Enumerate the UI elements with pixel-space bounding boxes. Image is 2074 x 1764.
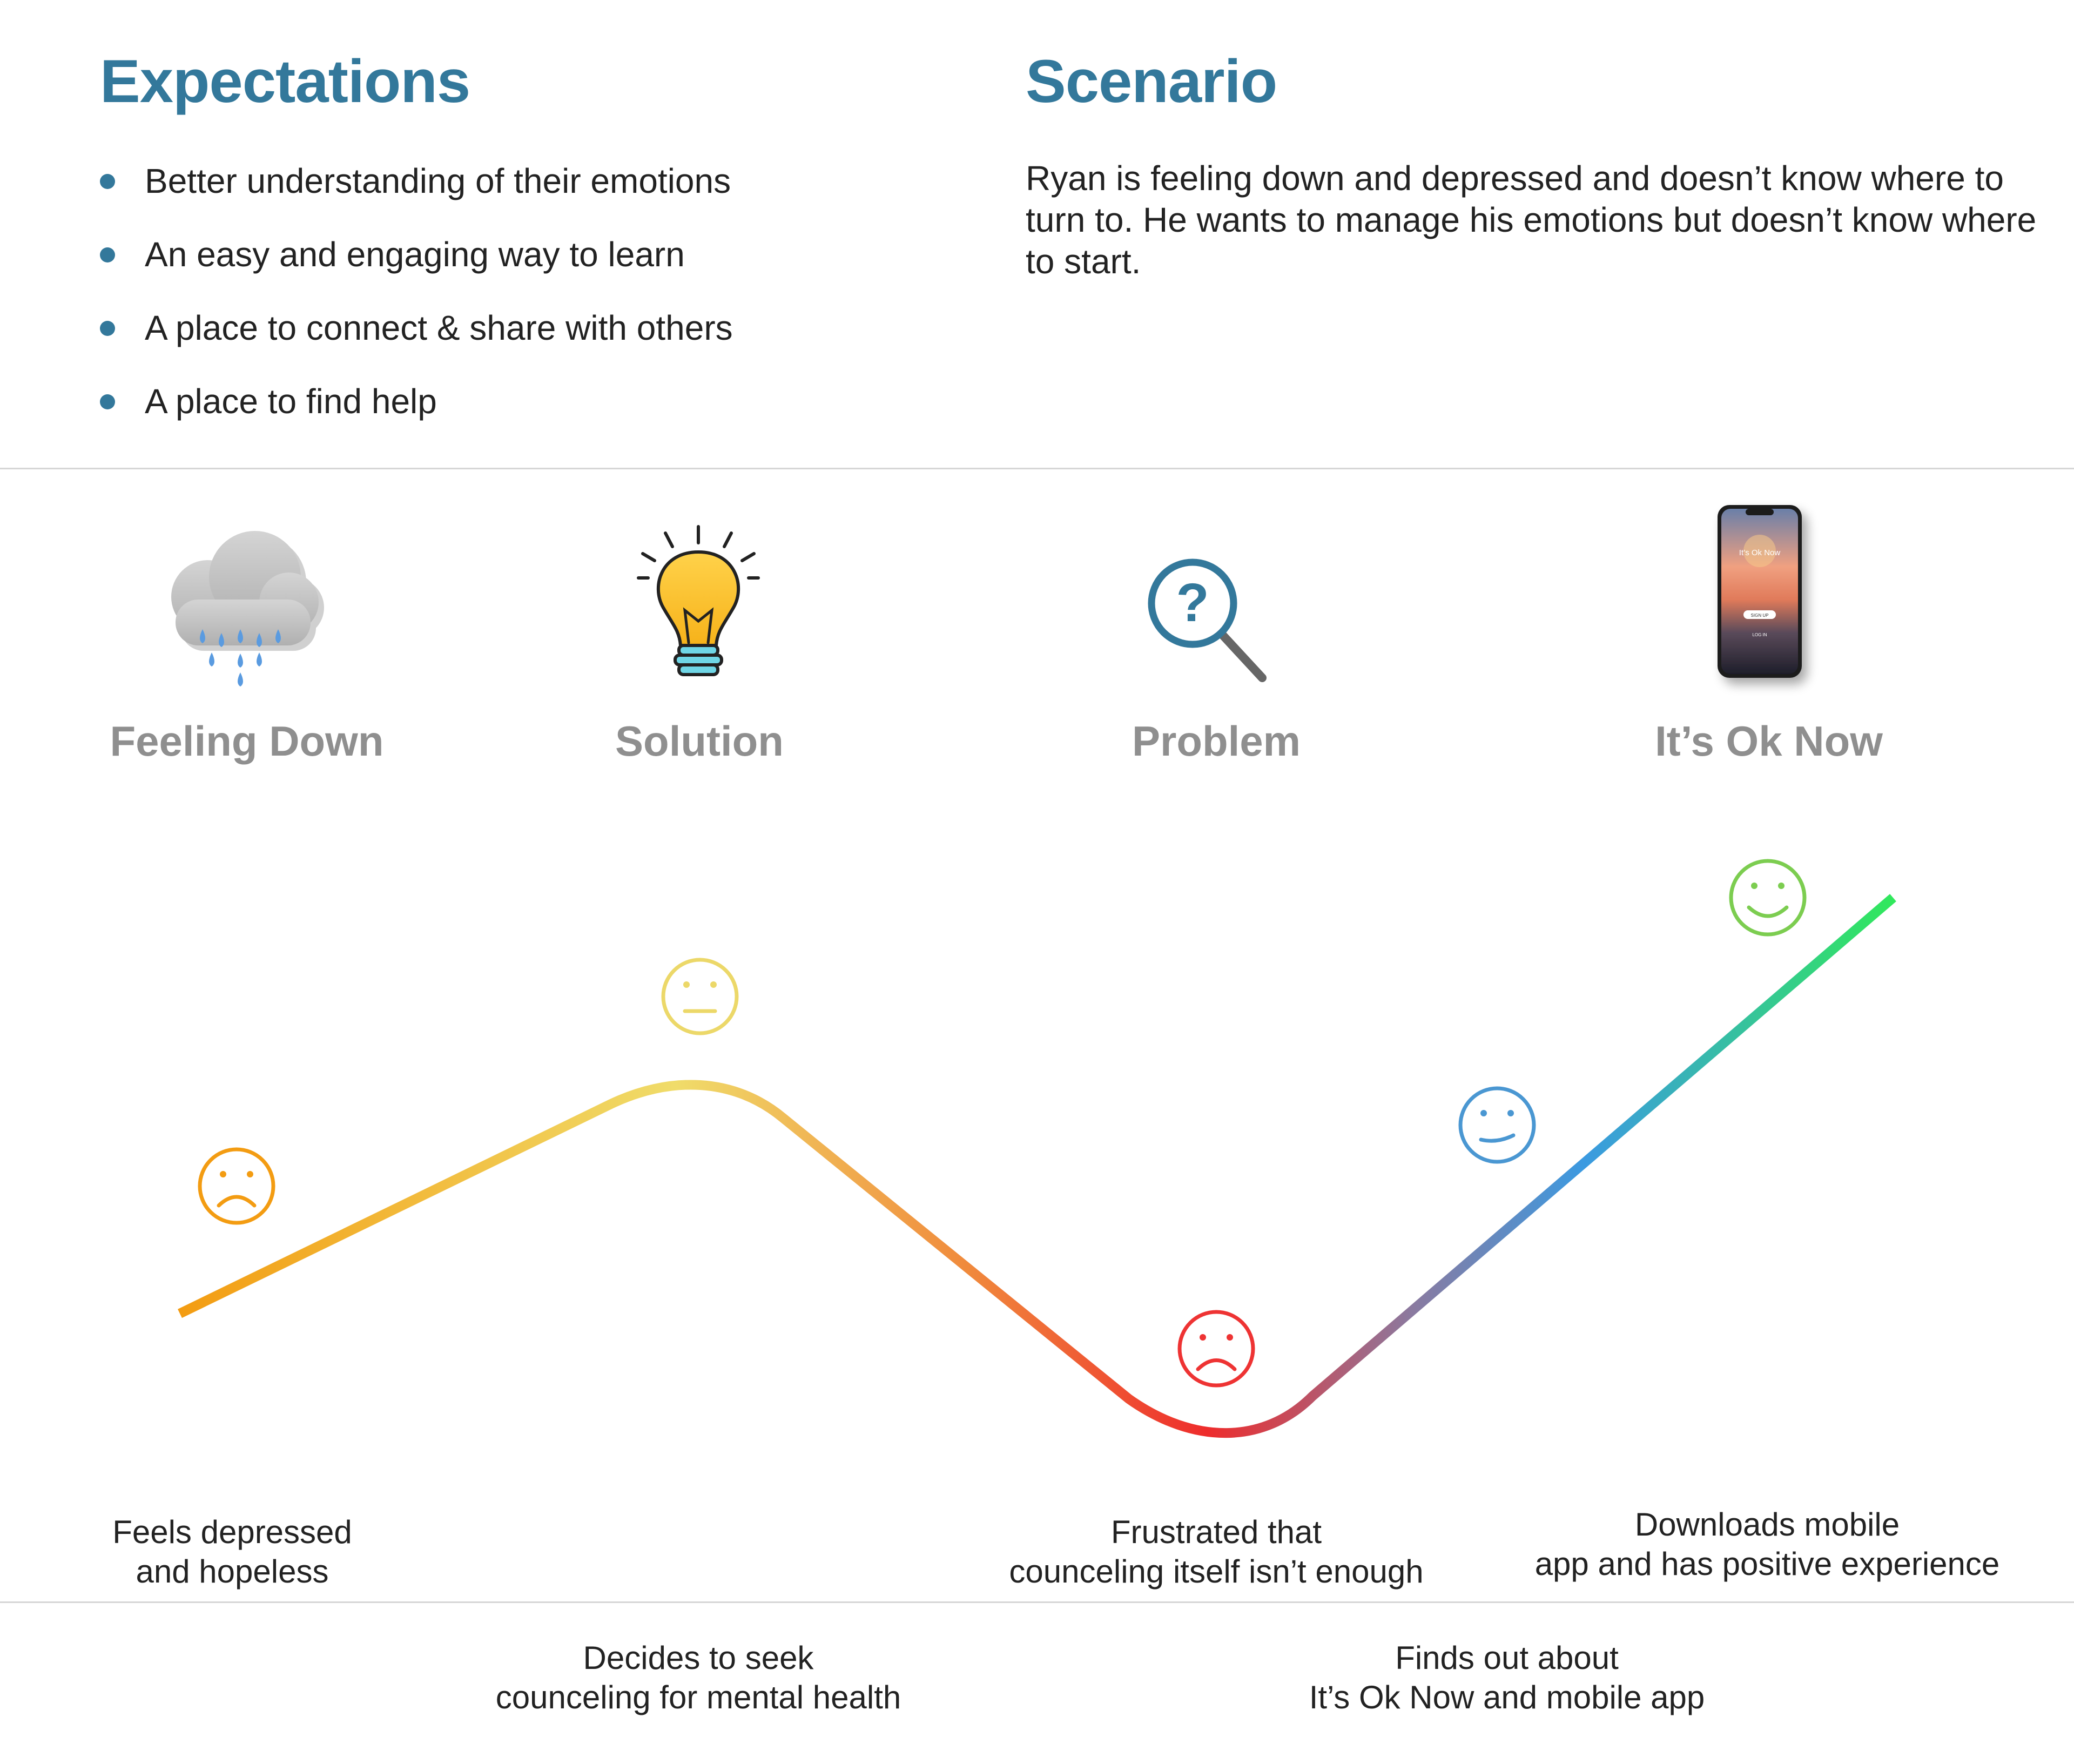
sad-face-icon bbox=[198, 1147, 275, 1225]
expectation-text: Better understanding of their emotions bbox=[145, 161, 731, 200]
stage-label-solution: Solution bbox=[615, 717, 784, 765]
bullet-icon bbox=[100, 174, 115, 189]
bullet-icon bbox=[100, 394, 115, 409]
top-divider bbox=[0, 468, 2074, 469]
scenario-title: Scenario bbox=[1026, 48, 1277, 115]
happy-face-icon bbox=[1729, 859, 1807, 937]
phone-login-link: LOG IN bbox=[1752, 632, 1767, 637]
caption-finds-out: Finds out about It’s Ok Now and mobile a… bbox=[1309, 1640, 1705, 1715]
bullet-icon bbox=[100, 247, 115, 262]
expectations-title: Expectations bbox=[100, 48, 470, 115]
slight-smile-face-icon bbox=[1458, 1086, 1536, 1164]
journey-curve bbox=[178, 894, 1896, 1438]
expectation-item: A place to find help bbox=[100, 377, 733, 450]
expectation-text: A place to connect & share with others bbox=[145, 308, 733, 347]
magnifier-question-icon: ? bbox=[1148, 558, 1267, 682]
svg-text:?: ? bbox=[1176, 573, 1209, 633]
stage-label-problem: Problem bbox=[1132, 717, 1301, 765]
phone-signup-button: SIGN UP bbox=[1751, 613, 1769, 618]
scenario-text: Ryan is feeling down and depressed and d… bbox=[1026, 159, 2037, 281]
neutral-face-icon bbox=[661, 958, 739, 1035]
caption-decides-to-seek: Decides to seek counceling for mental he… bbox=[495, 1640, 901, 1715]
expectation-item: Better understanding of their emotions bbox=[100, 157, 733, 230]
expectation-text: An easy and engaging way to learn bbox=[145, 235, 685, 274]
expectation-text: A place to find help bbox=[145, 382, 437, 421]
stage-label-its-ok-now: It’s Ok Now bbox=[1655, 717, 1883, 765]
bullet-icon bbox=[100, 321, 115, 336]
caption-feels-depressed: Feels depressed and hopeless bbox=[112, 1514, 352, 1590]
frown-face-icon bbox=[1177, 1310, 1255, 1388]
smartphone-icon: It’s Ok Now SIGN UP LOG IN bbox=[1718, 505, 1802, 678]
caption-frustrated: Frustrated that counceling itself isn’t … bbox=[1009, 1514, 1424, 1590]
lightbulb-icon bbox=[637, 525, 760, 676]
phone-app-title: It’s Ok Now bbox=[1739, 548, 1781, 557]
stage-label-feeling-down: Feeling Down bbox=[110, 717, 384, 765]
expectations-list: Better understanding of their emotions A… bbox=[100, 157, 733, 450]
expectation-item: A place to connect & share with others bbox=[100, 304, 733, 377]
caption-downloads-app: Downloads mobile app and has positive ex… bbox=[1534, 1506, 2000, 1582]
expectation-item: An easy and engaging way to learn bbox=[100, 230, 733, 304]
bottom-divider bbox=[0, 1601, 2074, 1603]
rain-cloud-icon bbox=[171, 531, 324, 686]
